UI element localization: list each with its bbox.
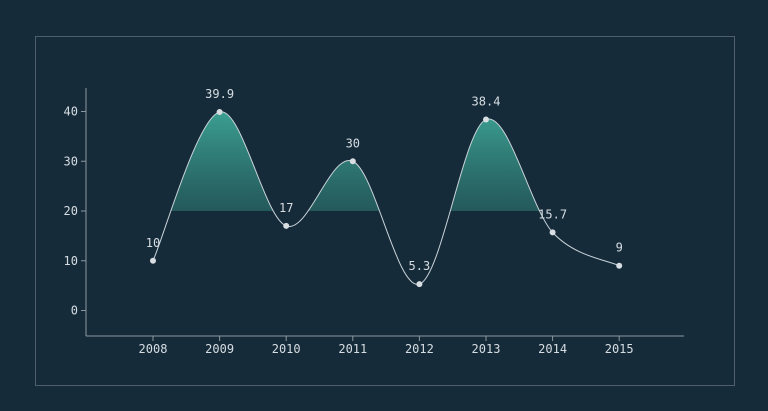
data-point[interactable] xyxy=(416,281,423,288)
data-label: 5.3 xyxy=(409,259,431,273)
x-tick-label: 2013 xyxy=(472,342,501,356)
x-tick-label: 2014 xyxy=(538,342,567,356)
data-point[interactable] xyxy=(216,108,223,115)
x-tick-label: 2011 xyxy=(338,342,367,356)
y-tick-label: 20 xyxy=(64,204,78,218)
data-point[interactable] xyxy=(483,116,489,123)
y-tick-label: 10 xyxy=(64,254,78,268)
x-tick-label: 2015 xyxy=(605,342,634,356)
data-point[interactable] xyxy=(616,262,623,269)
data-label: 17 xyxy=(279,201,293,215)
data-point[interactable] xyxy=(549,229,556,236)
data-label: 15.7 xyxy=(538,207,567,221)
data-label: 38.4 xyxy=(472,94,501,108)
data-labels: 10 39.9 17 30 5.3 38.4 15.7 9 xyxy=(146,87,623,273)
data-label: 30 xyxy=(346,136,360,150)
data-point[interactable] xyxy=(349,158,356,165)
data-label: 39.9 xyxy=(205,87,234,101)
axes: 0 10 20 30 40 2008 2009 2010 2011 2012 2013 2014 201… xyxy=(64,88,684,356)
data-label: 9 xyxy=(616,241,623,255)
y-tick-label: 40 xyxy=(64,105,78,119)
data-points xyxy=(150,108,623,288)
x-tick-label: 2008 xyxy=(139,342,168,356)
chart-frame xyxy=(35,36,735,386)
x-tick-label: 2010 xyxy=(272,342,301,356)
y-tick-label: 30 xyxy=(64,154,78,168)
area-fill xyxy=(153,111,620,211)
data-label: 10 xyxy=(146,236,160,250)
x-tick-label: 2012 xyxy=(405,342,434,356)
area-above-threshold xyxy=(153,111,620,211)
y-tick-label: 0 xyxy=(71,304,78,318)
x-tick-label: 2009 xyxy=(205,342,234,356)
data-point[interactable] xyxy=(150,257,156,264)
data-point[interactable] xyxy=(283,222,290,229)
